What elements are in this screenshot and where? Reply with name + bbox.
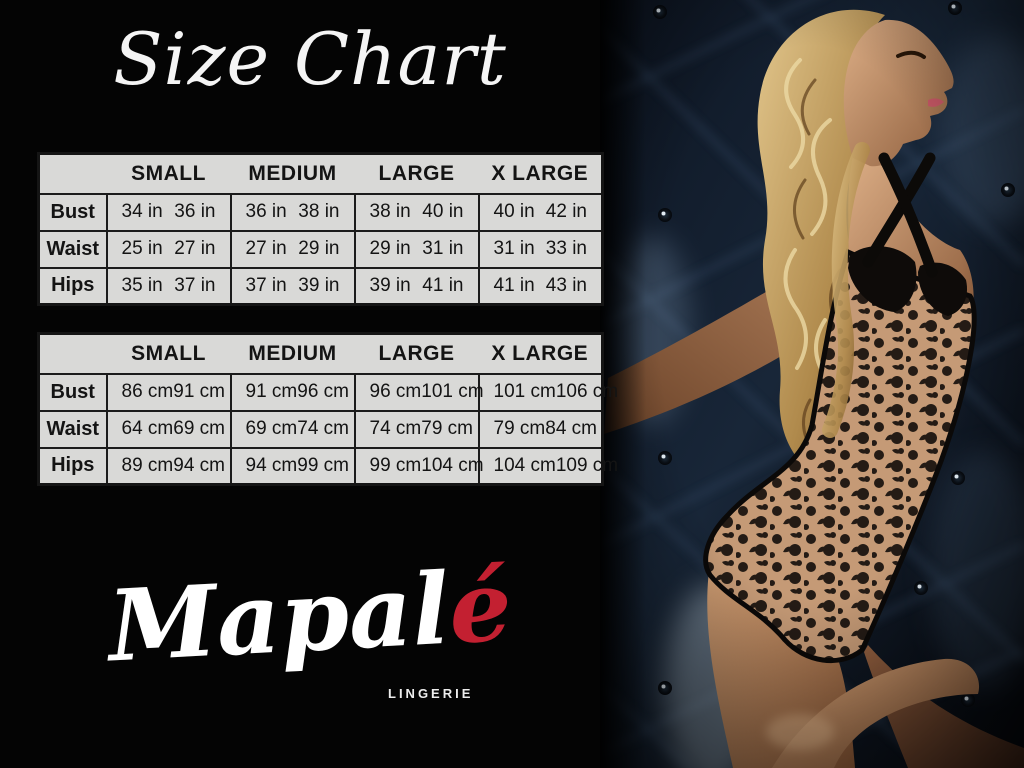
size-cell: 29 in 31 in [353, 229, 480, 269]
table-row-waist: Waist 64 cm 69 cm 69 cm 74 cm 74 cm 79 c… [37, 409, 604, 449]
brand-logo: Mapalé LINGERIE [0, 549, 620, 718]
size-cell: 99 cm 104 cm [353, 446, 484, 486]
row-label: Waist [37, 409, 108, 449]
size-cell: 27 in 29 in [229, 229, 356, 269]
brand-accent-letter: é [446, 548, 515, 667]
col-header-large: LARGE [354, 153, 479, 195]
corner-cell [38, 333, 107, 375]
col-header-xlarge: X LARGE [478, 333, 603, 375]
table-header-row: SMALL MEDIUM LARGE X LARGE [38, 153, 603, 195]
col-header-small: SMALL [106, 333, 231, 375]
size-cell: 104 cm 109 cm [477, 446, 618, 486]
size-cell: 96 cm 101 cm [353, 372, 484, 412]
size-cell: 101 cm 106 cm [477, 372, 618, 412]
size-cell: 74 cm 79 cm [353, 409, 480, 449]
size-cell: 64 cm 69 cm [105, 409, 232, 449]
row-label: Bust [37, 372, 108, 412]
table-row-bust: Bust 86 cm 91 cm 91 cm 96 cm 96 cm 101 c… [37, 372, 618, 412]
col-header-xlarge: X LARGE [478, 153, 603, 195]
size-cell: 36 in 38 in [229, 192, 356, 232]
size-cell: 94 cm 99 cm [229, 446, 356, 486]
table-header-row: SMALL MEDIUM LARGE X LARGE [38, 333, 603, 375]
table-row-waist: Waist 25 in 27 in 27 in 29 in 29 in 31 i… [37, 229, 604, 269]
col-header-medium: MEDIUM [230, 333, 355, 375]
size-cell: 89 cm 94 cm [105, 446, 232, 486]
row-label: Waist [37, 229, 108, 269]
left-edge-shadow [600, 0, 646, 768]
model-photo [600, 0, 1024, 768]
row-label: Bust [37, 192, 108, 232]
info-panel: Size Chart SMALL MEDIUM LARGE X LARGE Bu… [0, 17, 620, 718]
brand-wordmark: Mapalé [105, 548, 515, 685]
size-cell: 79 cm 84 cm [477, 409, 604, 449]
size-cell: 38 in 40 in [353, 192, 480, 232]
size-cell: 34 in 36 in [105, 192, 232, 232]
vignette-overlay [600, 0, 1024, 768]
size-cell: 25 in 27 in [105, 229, 232, 269]
col-header-medium: MEDIUM [230, 153, 355, 195]
table-row-hips: Hips 89 cm 94 cm 94 cm 99 cm 99 cm 104 c… [37, 446, 618, 486]
col-header-small: SMALL [106, 153, 231, 195]
table-row-bust: Bust 34 in 36 in 36 in 38 in 38 in 40 in… [37, 192, 604, 232]
page-title: Size Chart [113, 17, 507, 101]
col-header-large: LARGE [354, 333, 479, 375]
corner-cell [38, 153, 107, 195]
size-cell: 35 in 37 in [105, 266, 232, 306]
size-cell: 86 cm 91 cm [105, 372, 232, 412]
row-label: Hips [37, 446, 108, 486]
size-table-centimeters: SMALL MEDIUM LARGE X LARGE Bust 86 cm 91… [37, 332, 618, 486]
size-table-inches: SMALL MEDIUM LARGE X LARGE Bust 34 in 36… [37, 152, 604, 306]
size-cell: 37 in 39 in [229, 266, 356, 306]
row-label: Hips [37, 266, 108, 306]
size-cell: 40 in 42 in [477, 192, 604, 232]
size-cell: 69 cm 74 cm [229, 409, 356, 449]
table-row-hips: Hips 35 in 37 in 37 in 39 in 39 in 41 in… [37, 266, 604, 306]
size-cell: 91 cm 96 cm [229, 372, 356, 412]
size-cell: 41 in 43 in [477, 266, 604, 306]
size-cell: 31 in 33 in [477, 229, 604, 269]
size-cell: 39 in 41 in [353, 266, 480, 306]
brand-tagline: LINGERIE [388, 686, 474, 701]
